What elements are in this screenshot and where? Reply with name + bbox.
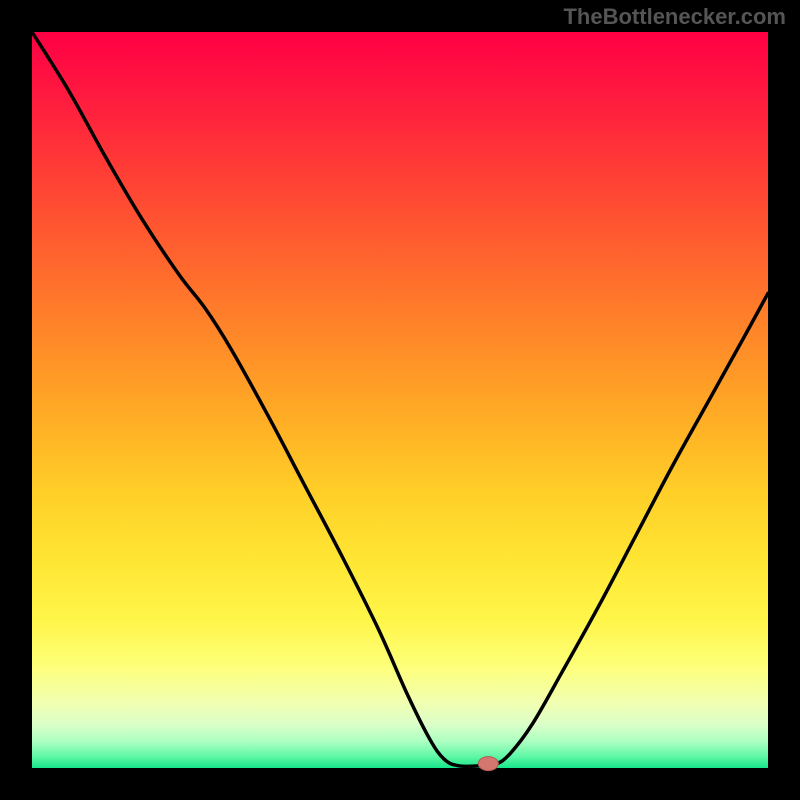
watermark-text: TheBottlenecker.com xyxy=(563,4,786,30)
bottleneck-curve xyxy=(32,32,768,766)
chart-container: TheBottlenecker.com xyxy=(0,0,800,800)
sweet-spot-marker xyxy=(478,757,498,771)
chart-overlay-svg xyxy=(0,0,800,800)
